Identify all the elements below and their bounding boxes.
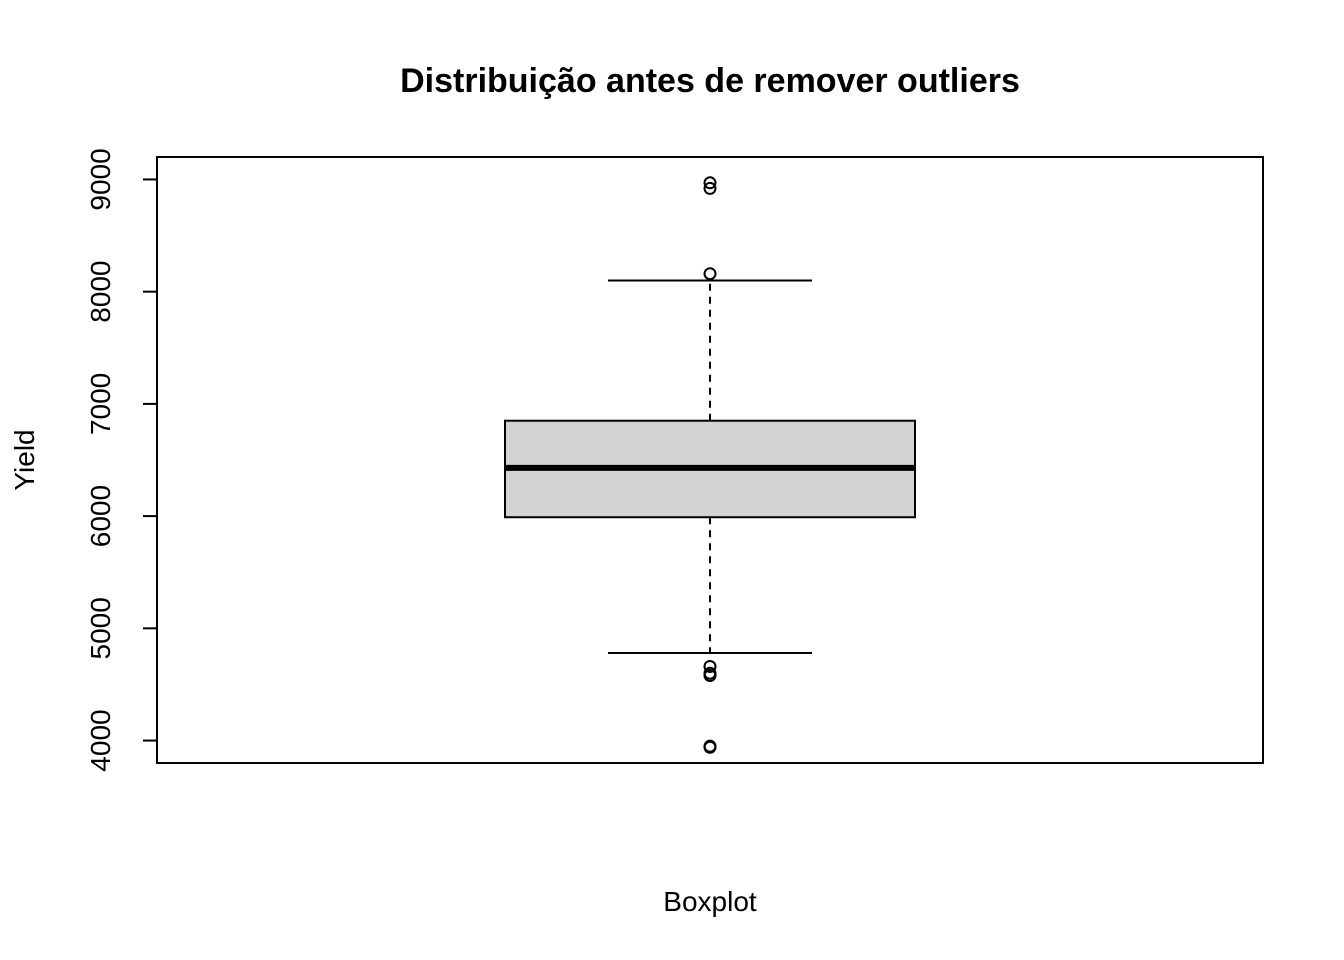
outlier-point-3 (703, 659, 717, 673)
y-tick-label-9000: 9000 (85, 148, 116, 210)
y-axis: 4000 5000 6000 7000 8000 9000 (85, 148, 158, 772)
y-tick-label-8000: 8000 (85, 261, 116, 323)
outlier-point-0 (703, 176, 717, 190)
outlier-point-1 (703, 181, 717, 195)
outlier-group (703, 176, 717, 754)
y-axis-label: Yield (9, 429, 40, 490)
y-tick-label-6000: 6000 (85, 485, 116, 547)
outlier-point-7 (703, 740, 717, 754)
x-axis-label: Boxplot (663, 886, 757, 917)
chart-title: Distribuição antes de remover outliers (400, 62, 1020, 100)
outlier-point-5 (703, 668, 717, 682)
y-tick-label-7000: 7000 (85, 373, 116, 435)
y-tick-label-4000: 4000 (85, 709, 116, 771)
outlier-point-2 (703, 267, 717, 281)
box-group (504, 279, 916, 655)
y-tick-label-5000: 5000 (85, 597, 116, 659)
